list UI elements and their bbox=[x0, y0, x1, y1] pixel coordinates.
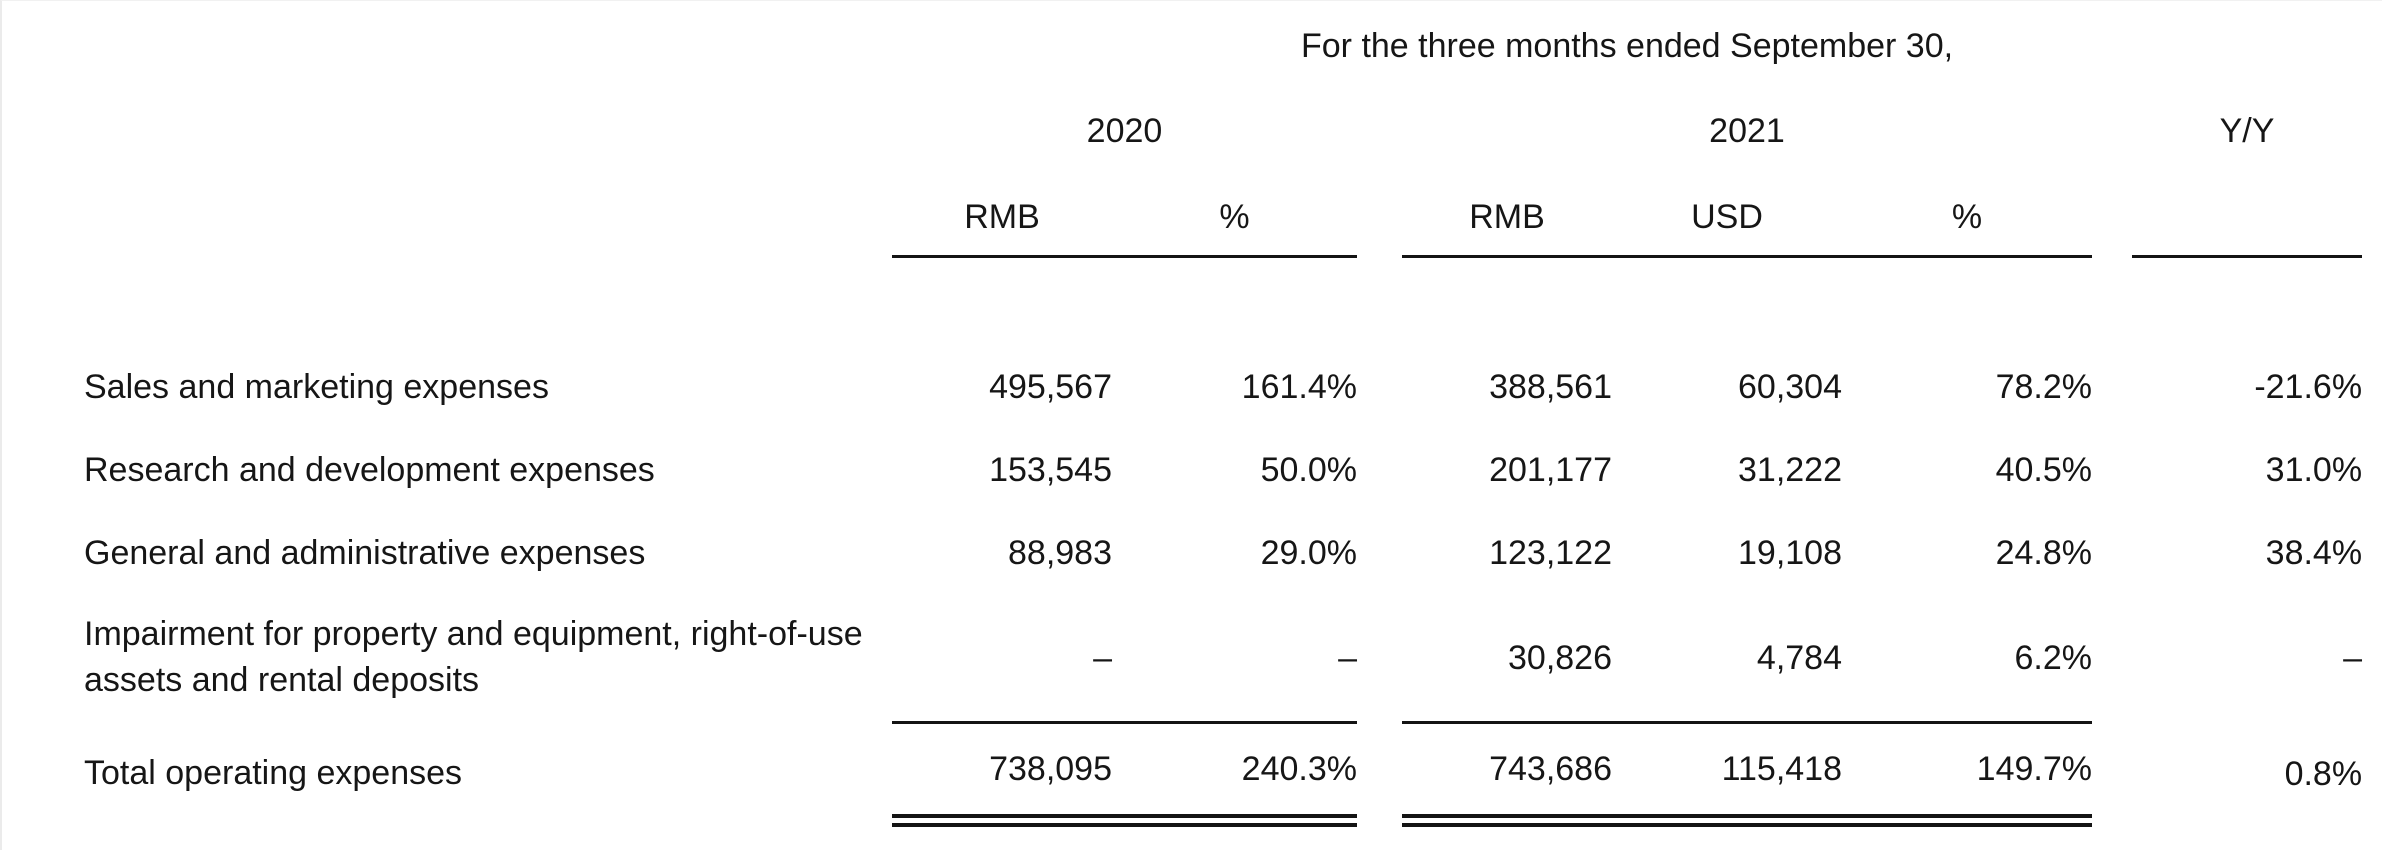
group-gap bbox=[2092, 595, 2132, 721]
cell-yy: -21.6% bbox=[2254, 368, 2363, 406]
cell-yy: – bbox=[2343, 638, 2363, 677]
cell-2021-pct: 40.5% bbox=[1995, 451, 2092, 489]
cell-2021-usd: 31,222 bbox=[1738, 451, 1842, 489]
cell-2021-pct: 6.2% bbox=[2014, 638, 2093, 677]
cell-2020-rmb: 495,567 bbox=[989, 368, 1112, 406]
cell-2020-rmb: 153,545 bbox=[989, 451, 1112, 489]
cell-2021-rmb: 388,561 bbox=[1489, 368, 1612, 406]
group-gap bbox=[1357, 346, 1402, 429]
cell-2021-rmb: 123,122 bbox=[1489, 534, 1612, 572]
col-header-yy-rule bbox=[2132, 179, 2363, 258]
table-row: Research and development expenses 153,54… bbox=[84, 429, 2362, 512]
year-group-yy: Y/Y bbox=[2219, 111, 2275, 150]
total-2021-rmb: 743,686 bbox=[1402, 721, 1612, 827]
group-gap bbox=[2092, 721, 2132, 827]
col-header-2020-rmb: RMB bbox=[892, 179, 1112, 258]
years-spacer bbox=[84, 83, 892, 179]
cell-2020-pct: 50.0% bbox=[1260, 451, 1357, 489]
group-gap bbox=[2092, 346, 2132, 429]
group-gap bbox=[2092, 83, 2132, 179]
row-label: General and administrative expenses bbox=[84, 533, 646, 572]
total-row: Total operating expenses 738,095 240.3% … bbox=[84, 721, 2362, 827]
cell-2020-pct: – bbox=[1338, 638, 1357, 677]
total-row-label: Total operating expenses bbox=[84, 754, 463, 793]
group-gap bbox=[1357, 512, 1402, 595]
cell-2021-rmb: 201,177 bbox=[1489, 451, 1612, 489]
group-gap bbox=[2092, 179, 2132, 258]
col-header-2021-pct: % bbox=[1842, 179, 2092, 258]
cell-2021-pct: 24.8% bbox=[1995, 534, 2092, 572]
total-2021-pct: 149.7% bbox=[1842, 721, 2092, 827]
header-body-gap bbox=[84, 258, 2362, 346]
table-row: Sales and marketing expenses 495,567 161… bbox=[84, 346, 2362, 429]
cell-2020-rmb: – bbox=[1093, 638, 1112, 677]
cell-2020-pct: 29.0% bbox=[1260, 534, 1357, 572]
col-header-2021-rmb: RMB bbox=[1402, 179, 1612, 258]
cell-2021-usd: 4,784 bbox=[1756, 638, 1842, 677]
group-gap bbox=[2092, 429, 2132, 512]
year-group-2021: 2021 bbox=[1709, 111, 1785, 150]
cell-2021-pct: 78.2% bbox=[1995, 368, 2092, 406]
cell-2020-pct: 161.4% bbox=[1241, 368, 1357, 406]
operating-expenses-table: For the three months ended September 30,… bbox=[84, 9, 2363, 827]
cell-2021-usd: 19,108 bbox=[1738, 534, 1842, 572]
table-row: Impairment for property and equipment, r… bbox=[84, 595, 2362, 721]
table-row: General and administrative expenses 88,9… bbox=[84, 512, 2362, 595]
cell-yy: 31.0% bbox=[2265, 451, 2363, 489]
col-header-2021-usd: USD bbox=[1612, 179, 1842, 258]
total-2021-usd: 115,418 bbox=[1612, 721, 1842, 827]
total-2020-rmb: 738,095 bbox=[892, 721, 1112, 827]
group-gap bbox=[1357, 429, 1402, 512]
group-gap bbox=[1357, 721, 1402, 827]
year-group-2020: 2020 bbox=[1086, 111, 1163, 150]
title-spacer bbox=[84, 9, 892, 83]
cell-yy: 38.4% bbox=[2265, 534, 2363, 572]
cell-2021-usd: 60,304 bbox=[1738, 368, 1842, 406]
group-gap bbox=[1357, 83, 1402, 179]
row-label: Research and development expenses bbox=[84, 450, 655, 489]
table-title: For the three months ended September 30, bbox=[1301, 26, 1954, 65]
heads-spacer bbox=[84, 179, 892, 258]
cell-2020-rmb: 88,983 bbox=[1008, 534, 1112, 572]
col-header-2020-pct: % bbox=[1112, 179, 1357, 258]
total-yy: 0.8% bbox=[2284, 754, 2363, 793]
group-gap bbox=[1357, 595, 1402, 721]
group-gap bbox=[1357, 179, 1402, 258]
row-label: Sales and marketing expenses bbox=[84, 367, 549, 406]
row-label: Impairment for property and equipment, r… bbox=[84, 615, 863, 699]
cell-2021-rmb: 30,826 bbox=[1508, 638, 1612, 677]
total-2020-pct: 240.3% bbox=[1112, 721, 1357, 827]
group-gap bbox=[2092, 512, 2132, 595]
